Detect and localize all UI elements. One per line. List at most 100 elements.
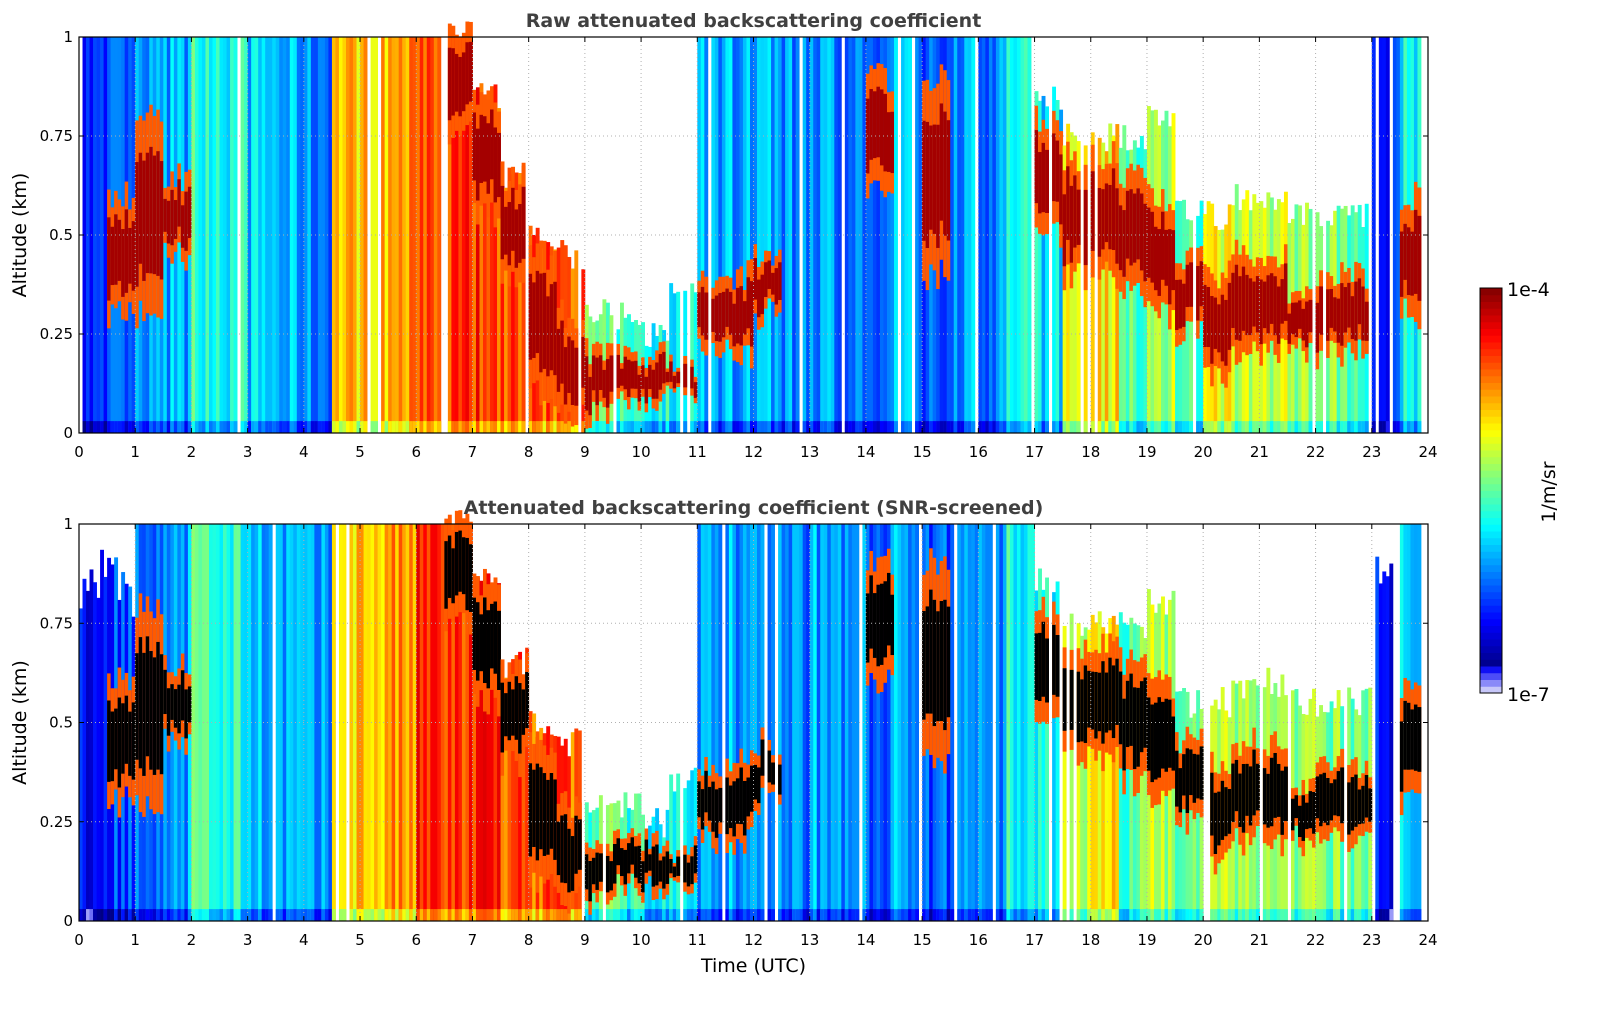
heatmap-cell <box>1171 421 1176 433</box>
cloud-core-cell <box>1182 283 1187 327</box>
cloud-core-cell <box>1157 229 1162 296</box>
heatmap-cell <box>472 585 477 921</box>
cloud-core-cell <box>1073 175 1078 248</box>
heatmap-cell <box>391 909 396 921</box>
heatmap-cell <box>904 37 909 433</box>
heatmap-cell <box>946 421 951 433</box>
cloud-core-cell <box>549 284 554 371</box>
heatmap-cell <box>507 421 512 433</box>
heatmap-cell <box>1326 421 1331 433</box>
colorbar-segment <box>1480 301 1502 309</box>
heatmap-cell <box>795 421 800 433</box>
colorbar-segment <box>1480 477 1502 485</box>
heatmap-cell <box>367 524 371 921</box>
heatmap-cell <box>844 524 849 921</box>
heatmap-cell <box>440 909 445 921</box>
colorbar-segment <box>1480 504 1502 512</box>
cloud-core-cell <box>890 111 895 174</box>
heatmap-cell <box>349 421 354 433</box>
heatmap-cell <box>82 578 87 921</box>
heatmap-cell <box>437 421 442 433</box>
cloud-core-cell <box>630 361 635 389</box>
heatmap-cell <box>331 909 336 921</box>
cloud-core-cell <box>124 209 129 293</box>
heatmap-cell <box>131 421 136 433</box>
heatmap-cell <box>1009 421 1014 433</box>
cloud-core-cell <box>500 682 505 753</box>
heatmap-cell <box>1069 613 1074 921</box>
heatmap-cell <box>1041 909 1046 921</box>
heatmap-cell <box>802 421 807 433</box>
heatmap-cell <box>310 421 315 433</box>
heatmap-cell <box>813 909 818 921</box>
heatmap-cell <box>1385 421 1390 433</box>
heatmap-cell <box>721 421 726 433</box>
heatmap-cell <box>862 909 867 921</box>
heatmap-cell <box>208 37 213 433</box>
heatmap-cell <box>1129 909 1134 921</box>
cloud-core-cell <box>620 848 624 877</box>
heatmap-cell <box>335 37 340 433</box>
heatmap-cell <box>303 37 308 433</box>
heatmap-cell <box>142 909 147 921</box>
heatmap-cell <box>992 421 997 433</box>
heatmap-cell <box>634 909 638 921</box>
cloud-core-cell <box>1143 203 1148 282</box>
heatmap-cell <box>1196 909 1201 921</box>
colorbar-segment <box>1480 571 1502 579</box>
heatmap-cell <box>1143 421 1148 433</box>
cloud-core-cell <box>1252 281 1257 327</box>
heatmap-cell <box>528 909 533 921</box>
heatmap-cell <box>992 37 997 433</box>
heatmap-cell <box>746 421 751 433</box>
colorbar-segment <box>1480 335 1502 343</box>
cloud-core-cell <box>152 657 157 775</box>
heatmap-cell <box>897 909 902 921</box>
heatmap-cell <box>827 524 832 921</box>
x-tick-label: 0 <box>74 931 84 949</box>
cloud-core-cell <box>602 369 607 398</box>
colorbar-segment <box>1480 362 1502 370</box>
heatmap-cell <box>356 909 361 921</box>
heatmap-cell <box>742 524 747 921</box>
heatmap-cell <box>767 421 772 433</box>
cloud-core-cell <box>676 856 681 876</box>
cloud-core-cell <box>669 361 674 382</box>
heatmap-cell <box>447 421 452 433</box>
heatmap-cell <box>1333 909 1338 921</box>
cloud-core-cell <box>1350 777 1355 831</box>
heatmap-cell <box>985 909 990 921</box>
heatmap-cell <box>894 421 898 433</box>
heatmap-cell <box>855 421 860 433</box>
heatmap-cell <box>159 909 164 921</box>
heatmap-cell <box>788 909 793 921</box>
heatmap-cell <box>103 909 108 921</box>
heatmap-cell <box>1269 909 1274 921</box>
panel-title: Attenuated backscattering coefficient (S… <box>464 497 1044 519</box>
cloud-core-cell <box>479 114 484 183</box>
heatmap-cell <box>1038 100 1042 433</box>
heatmap-cell <box>398 421 403 433</box>
cloud-core-cell <box>110 711 115 782</box>
heatmap-cell <box>518 421 523 433</box>
cloud-core-cell <box>1273 276 1278 336</box>
heatmap-cell <box>138 909 143 921</box>
heatmap-cell <box>542 421 547 433</box>
heatmap-cell <box>567 421 572 433</box>
heatmap-cell <box>542 909 547 921</box>
heatmap-cell <box>1066 421 1071 433</box>
heatmap-cell <box>1146 909 1151 921</box>
heatmap-cell <box>1153 909 1158 921</box>
cloud-core-cell <box>1052 624 1057 695</box>
heatmap-cell <box>1238 421 1243 433</box>
cloud-core-cell <box>560 320 565 384</box>
cloud-core-cell <box>936 124 941 248</box>
heatmap-cell <box>1417 909 1422 921</box>
heatmap-cell <box>932 421 937 433</box>
heatmap-cell <box>806 909 811 921</box>
colorbar-segment <box>1480 308 1502 316</box>
cloud-core-cell <box>922 611 927 720</box>
heatmap-cell <box>553 909 558 921</box>
heatmap-cell <box>767 524 772 921</box>
cloud-core-cell <box>1368 788 1373 822</box>
